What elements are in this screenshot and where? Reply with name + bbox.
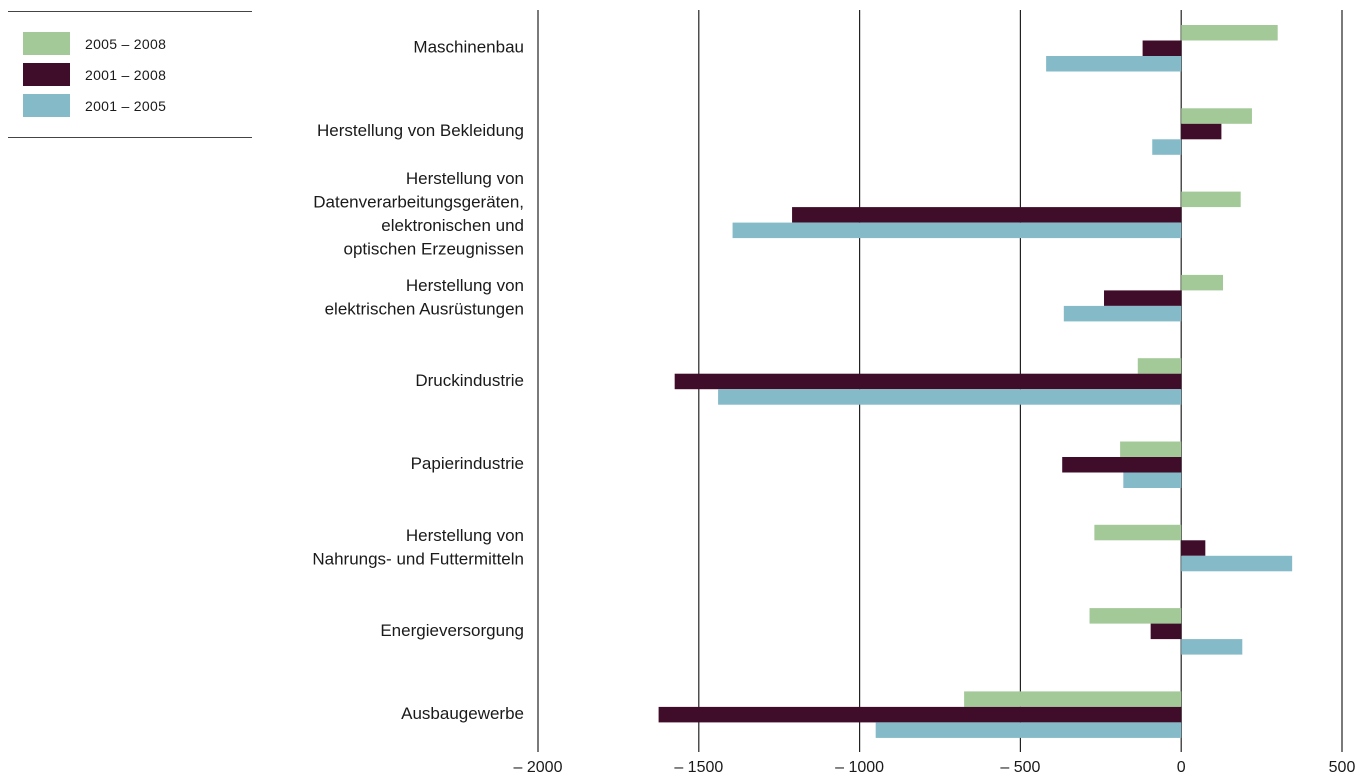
- category-label: Herstellung von: [406, 276, 524, 295]
- bar: [1062, 457, 1182, 473]
- category-label: Papierindustrie: [411, 454, 524, 473]
- bar: [1181, 25, 1278, 41]
- bar: [1123, 472, 1182, 488]
- bar: [1181, 191, 1241, 208]
- bar: [732, 222, 1182, 239]
- bar: [1181, 274, 1224, 291]
- legend-item: 2001 – 2005: [23, 90, 252, 121]
- legend-list: 2005 – 2008 2001 – 2008 2001 – 2005: [8, 12, 252, 137]
- bar: [1094, 524, 1182, 541]
- x-tick-label: – 2000: [514, 759, 563, 776]
- category-label: elektronischen und: [381, 216, 524, 235]
- legend-top-rule: [8, 11, 252, 12]
- legend-swatch: [23, 32, 70, 55]
- category-label: Maschinenbau: [413, 38, 524, 57]
- bar: [658, 706, 1182, 723]
- category-label: Herstellung von: [406, 526, 524, 545]
- x-tick-label: – 1000: [835, 759, 884, 776]
- category-label: Nahrungs- und Futtermitteln: [312, 549, 524, 568]
- legend-bottom-rule: [8, 137, 252, 138]
- category-label: Herstellung von Bekleidung: [317, 121, 524, 140]
- bar: [792, 207, 1182, 223]
- bar: [1089, 608, 1182, 624]
- legend: 2005 – 2008 2001 – 2008 2001 – 2005: [8, 11, 252, 138]
- legend-label: 2001 – 2005: [85, 97, 167, 114]
- legend-label: 2005 – 2008: [85, 35, 167, 52]
- category-label: elektrischen Ausrüstungen: [325, 299, 524, 318]
- bar: [1137, 358, 1182, 374]
- legend-swatch: [23, 94, 70, 117]
- bar: [1181, 639, 1243, 655]
- bar: [1181, 555, 1293, 572]
- bar: [875, 722, 1182, 738]
- category-label: Energieversorgung: [380, 621, 524, 640]
- bar: [674, 373, 1182, 390]
- bar: [1181, 540, 1206, 556]
- bar: [1152, 139, 1182, 155]
- bar: [1181, 123, 1222, 140]
- x-tick-label: 0: [1177, 759, 1186, 776]
- bar: [1046, 56, 1182, 72]
- category-label: optischen Erzeugnissen: [343, 240, 524, 259]
- bar: [1104, 290, 1182, 306]
- bar: [1142, 40, 1182, 56]
- bar: [964, 691, 1182, 707]
- bar: [1181, 108, 1252, 124]
- bar: [1063, 305, 1182, 322]
- legend-item: 2001 – 2008: [23, 59, 252, 90]
- category-label: Datenverarbeitungsgeräten,: [313, 193, 524, 212]
- x-tick-label: – 1500: [674, 759, 723, 776]
- bar: [1150, 623, 1182, 640]
- legend-label: 2001 – 2008: [85, 66, 167, 83]
- bar: [718, 389, 1182, 405]
- category-label: Druckindustrie: [415, 371, 524, 390]
- x-tick-label: – 500: [1000, 759, 1040, 776]
- legend-item: 2005 – 2008: [23, 28, 252, 59]
- legend-swatch: [23, 63, 70, 86]
- category-label: Herstellung von: [406, 169, 524, 188]
- bar: [1120, 441, 1182, 457]
- x-tick-label: 500: [1329, 759, 1356, 776]
- category-label: Ausbaugewerbe: [401, 704, 524, 723]
